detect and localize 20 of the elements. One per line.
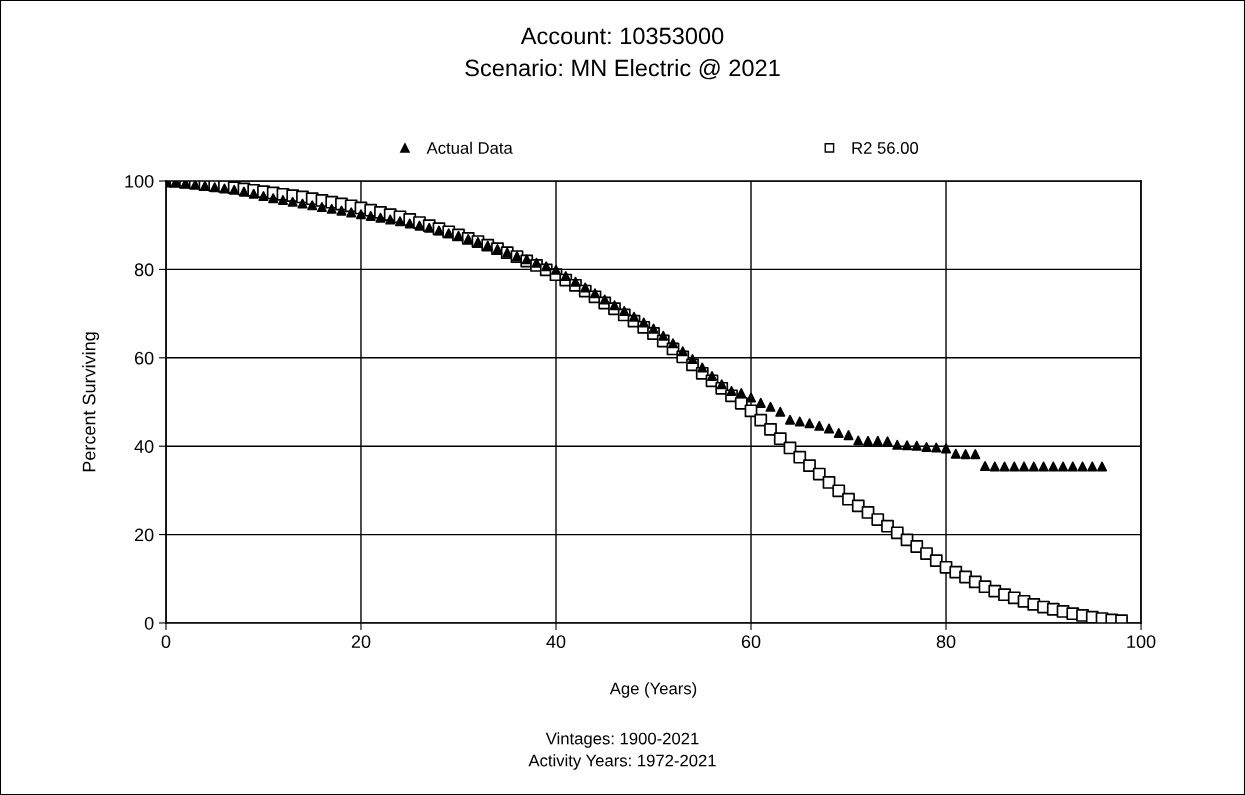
y-tick-label: 60 (134, 351, 154, 365)
y-tick-label: 40 (134, 440, 154, 453)
chart-subtitle: Scenario: MN Electric @ 2021 (465, 59, 780, 80)
x-tick-label: 60 (741, 635, 761, 649)
x-tick-label: 100 (1127, 635, 1156, 649)
chart-title: Account: 10353000 (520, 27, 724, 45)
y-tick-label: 0 (144, 616, 154, 630)
text: Activity Years: 1972-2021 (528, 754, 716, 770)
legend-label: Actual Data (426, 141, 513, 154)
x-tick-label: 40 (546, 635, 566, 649)
y-tick-label: 80 (134, 263, 154, 277)
y-tick-label: 100 (125, 174, 154, 188)
y-axis-title: Percent Surviving (82, 332, 100, 472)
x-tick-label: 20 (351, 635, 371, 649)
text: Vintages: 1900-2021 (545, 732, 699, 748)
x-axis-title: Age (Years) (609, 682, 697, 698)
x-tick-label: 0 (161, 635, 171, 649)
x-tick-label: 80 (936, 635, 956, 649)
y-tick-label: 20 (134, 528, 154, 542)
legend-label: R2 56.00 (852, 142, 919, 154)
